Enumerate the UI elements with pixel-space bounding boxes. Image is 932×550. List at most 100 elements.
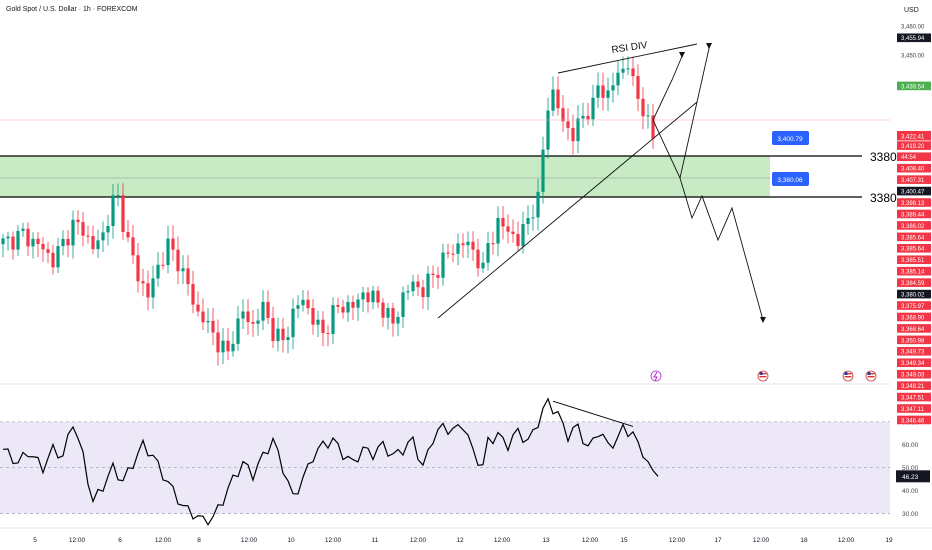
price-axis-label: 3,386.02 bbox=[897, 221, 931, 230]
candle-body bbox=[556, 89, 560, 109]
candle-body bbox=[566, 121, 570, 128]
candle-body bbox=[496, 217, 500, 244]
candle-body bbox=[521, 224, 525, 247]
price-axis-bg bbox=[897, 209, 931, 219]
time-axis-label: 5 bbox=[33, 537, 37, 544]
candle bbox=[566, 108, 570, 141]
candle-body bbox=[156, 264, 160, 279]
candle bbox=[371, 285, 375, 310]
candle bbox=[616, 60, 620, 96]
candle bbox=[26, 222, 30, 256]
candle bbox=[546, 97, 550, 159]
candle bbox=[551, 76, 555, 117]
candle-body bbox=[396, 316, 400, 324]
time-axis-label: 12:00 bbox=[753, 537, 770, 544]
candle bbox=[451, 244, 455, 263]
candle bbox=[256, 308, 260, 336]
price-axis-bg bbox=[897, 392, 931, 402]
candle-body bbox=[351, 301, 355, 308]
candle bbox=[426, 265, 430, 311]
candle-body bbox=[531, 217, 535, 219]
candle-body bbox=[331, 305, 335, 334]
rsi-tick-label: 50.00 bbox=[902, 465, 919, 472]
candle bbox=[46, 241, 50, 264]
candle-body bbox=[376, 290, 380, 303]
candle bbox=[351, 295, 355, 320]
candle-body bbox=[241, 311, 245, 319]
price-axis-label: 3,385.14 bbox=[897, 266, 931, 276]
candle-body bbox=[601, 85, 605, 98]
price-axis-text: 3,398.13 bbox=[901, 201, 925, 207]
candle bbox=[126, 220, 130, 243]
candle bbox=[636, 64, 640, 112]
us-flag-icon-stripe bbox=[844, 373, 852, 375]
candle bbox=[316, 310, 320, 337]
candle bbox=[496, 206, 500, 257]
price-axis-text: 3,385.51 bbox=[901, 258, 925, 264]
candle-body bbox=[346, 301, 350, 313]
candle bbox=[526, 205, 530, 235]
candle bbox=[641, 87, 645, 130]
badge-lower-text: 3,380.06 bbox=[777, 177, 803, 184]
price-axis-bg bbox=[897, 278, 931, 287]
price-axis-label: 3,349.73 bbox=[897, 346, 931, 356]
price-axis-label: 3,460.00 bbox=[901, 24, 925, 30]
candle bbox=[186, 255, 190, 296]
candle-body bbox=[306, 299, 310, 309]
candle-body bbox=[101, 232, 105, 241]
candle bbox=[486, 231, 490, 271]
candle-body bbox=[16, 230, 20, 250]
price-axis-text: 3,419.20 bbox=[901, 144, 925, 150]
candle-body bbox=[266, 301, 270, 319]
price-axis-label: 3,408.40 bbox=[897, 163, 931, 173]
price-axis: 3,460.003,455.943,450.003,439.543,422.73… bbox=[897, 24, 931, 424]
candle bbox=[431, 265, 435, 288]
candle-body bbox=[211, 320, 215, 333]
price-axis-label: 3,347.11 bbox=[897, 404, 931, 413]
time-axis-label: 18 bbox=[800, 537, 808, 544]
candle-body bbox=[201, 311, 205, 323]
candle-body bbox=[616, 72, 620, 86]
candle bbox=[146, 270, 150, 311]
candle bbox=[111, 183, 115, 239]
rsi-tick-label: 40.00 bbox=[902, 488, 919, 495]
price-axis-bg bbox=[897, 289, 931, 299]
candle bbox=[436, 266, 440, 289]
badge-upper: 3,400.79 bbox=[772, 131, 809, 145]
time-axis-label: 8 bbox=[197, 537, 201, 544]
price-axis-text: 3,389.44 bbox=[901, 212, 925, 218]
annotations: RSI DIV bbox=[0, 40, 890, 385]
candle-body bbox=[461, 243, 465, 246]
candle bbox=[36, 231, 40, 258]
candle bbox=[561, 95, 565, 132]
candle bbox=[136, 242, 140, 293]
candle bbox=[56, 237, 60, 274]
candle bbox=[211, 307, 215, 346]
price-axis-text: 3,348.21 bbox=[901, 384, 925, 390]
candle bbox=[221, 327, 225, 365]
candle-body bbox=[606, 90, 610, 98]
candle-body bbox=[356, 299, 360, 308]
candle-body bbox=[286, 337, 290, 341]
candle-body bbox=[281, 328, 285, 341]
rsi-div-label: RSI DIV bbox=[611, 40, 649, 56]
price-axis-label: 3,439.54 bbox=[897, 81, 931, 90]
candle-body bbox=[291, 308, 295, 338]
candles bbox=[1, 56, 655, 366]
candle bbox=[191, 270, 195, 314]
candle-body bbox=[236, 318, 240, 344]
price-axis-bg bbox=[897, 163, 931, 173]
price-axis-text: 3,408.40 bbox=[901, 167, 925, 173]
candle bbox=[471, 231, 475, 261]
price-axis-text: 3,384.59 bbox=[901, 281, 925, 287]
candle bbox=[81, 212, 85, 247]
candle bbox=[331, 297, 335, 345]
time-axis-label: 10 bbox=[287, 537, 295, 544]
candle-body bbox=[196, 304, 200, 312]
candle-body bbox=[31, 238, 35, 247]
candle bbox=[306, 290, 310, 315]
candle-body bbox=[186, 268, 190, 285]
candle bbox=[231, 331, 235, 357]
candle bbox=[506, 214, 510, 244]
